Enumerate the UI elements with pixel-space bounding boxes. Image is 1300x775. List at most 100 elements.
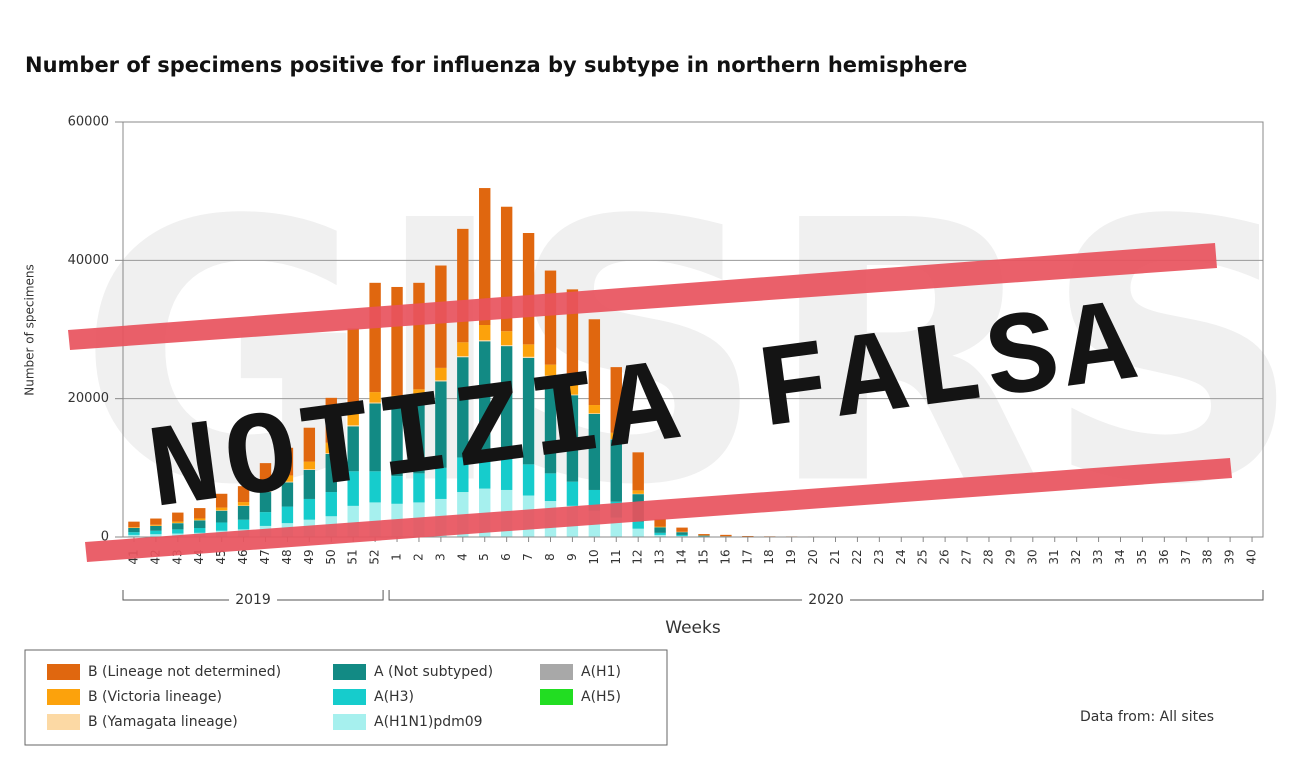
bar-segment [522, 344, 535, 357]
bar-segment [325, 397, 337, 443]
bar-segment [588, 319, 601, 406]
bar-segment [610, 439, 622, 502]
bar-segment [325, 453, 337, 454]
bar-segment [479, 341, 491, 451]
bar-segment [435, 380, 447, 382]
bar-segment [413, 473, 425, 503]
bar-segment [544, 270, 557, 365]
x-tick-label: 13 [653, 549, 667, 564]
y-tick-label: 20000 [68, 391, 109, 406]
bar-segment [215, 507, 228, 511]
x-tick-label: 18 [762, 549, 776, 564]
legend-label: B (Yamagata lineage) [88, 714, 238, 730]
bar-segment [347, 411, 359, 426]
x-tick-label: 14 [675, 549, 689, 564]
x-tick-label: 16 [718, 549, 732, 564]
y-axis-label: Number of specimens [23, 264, 37, 396]
bar-segment [237, 519, 250, 530]
bar-segment [150, 524, 162, 526]
bar-segment [698, 535, 710, 537]
legend-swatch [333, 664, 366, 680]
bar-segment [610, 517, 622, 537]
x-tick-label: 4 [455, 553, 469, 561]
bar-segment [128, 532, 140, 535]
x-tick-label: 20 [806, 549, 820, 564]
bar-segment [347, 505, 359, 537]
x-tick-label: 2 [411, 553, 425, 561]
bar-segment [676, 527, 688, 532]
legend-label: A(H1) [581, 664, 621, 680]
bar-segment [369, 282, 381, 393]
bar-segment [457, 228, 469, 343]
bar-segment [479, 450, 491, 489]
bar-segment [194, 520, 206, 529]
x-tick-label: 32 [1069, 549, 1083, 564]
x-tick-label: 52 [368, 549, 382, 564]
bar-segment [215, 493, 228, 508]
bar-segment [128, 528, 140, 533]
legend-label: A(H1N1)pdm09 [374, 714, 483, 730]
bar-segment [654, 534, 666, 537]
bar-segment [500, 206, 513, 332]
bar-segment [194, 518, 206, 521]
bar-segment [566, 384, 579, 395]
bar-segment [281, 506, 294, 524]
bar-segment [325, 492, 337, 517]
bar-segment [654, 527, 666, 533]
bar-segment [500, 345, 513, 347]
y-tick-label: 60000 [68, 115, 109, 130]
y-tick-label: 0 [101, 530, 109, 545]
x-tick-label: 1 [390, 553, 404, 561]
bar-segment [435, 381, 447, 468]
stamp-band [85, 458, 1232, 562]
x-tick-label: 45 [214, 549, 228, 564]
year-label-bg [802, 591, 851, 609]
bar-segment [369, 403, 381, 472]
x-tick-label: 31 [1047, 549, 1061, 564]
bar-segment [479, 188, 491, 326]
bar-segment [588, 489, 601, 511]
bar-segment [237, 505, 250, 520]
x-tick-label: 38 [1201, 549, 1215, 564]
bar-segment [194, 508, 206, 519]
legend-swatch [333, 689, 366, 705]
x-tick-label: 37 [1179, 549, 1193, 564]
bar-segment [150, 525, 162, 531]
bar-segment [237, 486, 250, 503]
bar-segment [391, 476, 403, 504]
bar-segment [369, 392, 381, 403]
x-tick-label: 50 [324, 549, 338, 564]
bar-segment [435, 467, 447, 499]
x-tick-label: 10 [587, 549, 601, 564]
bar-segment [632, 452, 644, 491]
bar-segment [281, 475, 294, 482]
legend-label: B (Lineage not determined) [88, 664, 281, 680]
x-tick-label: 27 [960, 549, 974, 564]
bar-segment [215, 522, 228, 531]
legend-label: B (Victoria lineage) [88, 689, 222, 705]
bar-segment [303, 427, 316, 462]
bar-segment [128, 534, 140, 537]
bar-segment [632, 528, 644, 537]
stamp-band [68, 243, 1217, 350]
bar-segment [172, 523, 184, 530]
bar-segment [457, 457, 469, 493]
legend-label: A(H3) [374, 689, 414, 705]
bar-segment [413, 282, 425, 390]
x-tick-label: 47 [258, 549, 272, 564]
bar-segment [369, 402, 381, 404]
bar-segment [566, 481, 579, 506]
x-tick-label: 30 [1025, 549, 1039, 564]
bar-segment [544, 364, 557, 376]
source-note: Data from: All sites [1080, 709, 1214, 725]
x-tick-label: 48 [280, 549, 294, 564]
x-tick-label: 5 [477, 553, 491, 561]
bar-segment [742, 535, 754, 537]
chart-title: Number of specimens positive for influen… [25, 53, 967, 77]
bar-segment [544, 375, 557, 377]
bar-segment [413, 399, 425, 401]
bar-segment [281, 482, 294, 507]
bar-segment [391, 286, 403, 396]
x-tick-label: 36 [1157, 549, 1171, 564]
